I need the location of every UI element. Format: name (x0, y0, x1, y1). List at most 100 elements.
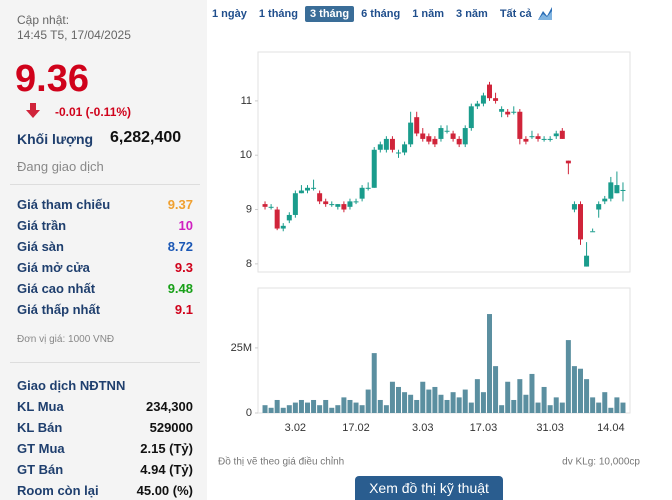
foreign-value: 2.15 (Tỷ) (140, 441, 193, 456)
candle-body (620, 189, 626, 191)
volume-bar (420, 381, 426, 413)
volume-bar (559, 402, 565, 413)
candle-body (565, 160, 571, 164)
period-tab[interactable]: 3 năm (456, 8, 488, 20)
candle-body (596, 204, 602, 210)
down-arrow (26, 103, 40, 118)
candle-body (468, 106, 474, 129)
volume-bar (547, 405, 553, 413)
foreign-title: Giao dịch NĐTNN (17, 378, 126, 393)
foreign-label: GT Mua (17, 441, 65, 456)
candle-body (511, 111, 517, 113)
volume-bar (462, 389, 468, 413)
price-row: Giá cao nhất 9.48 (17, 281, 193, 296)
candle-body (383, 138, 389, 150)
volume-bar (268, 407, 274, 413)
x-tick-label: 14.04 (597, 422, 625, 434)
candle-body (547, 138, 553, 140)
price-panel (257, 51, 631, 273)
candle-body (474, 103, 480, 107)
candle-body (305, 187, 310, 191)
candle-body (517, 111, 523, 139)
volume-bar (396, 386, 401, 413)
volume-bar (444, 399, 450, 413)
foreign-value: 45.00 (%) (136, 483, 193, 498)
volume-bar (402, 392, 408, 413)
volume-bar (571, 366, 577, 413)
volume-bar (517, 379, 523, 413)
volume-bar (335, 405, 341, 413)
volume-label: Khối lượng (17, 131, 94, 147)
x-tick-label: 17.03 (470, 422, 498, 434)
volume-bar (608, 407, 614, 413)
candle-body (377, 144, 383, 150)
candle-body (499, 109, 505, 112)
candle-body (274, 209, 280, 229)
y-tick-label: 9 (246, 203, 252, 215)
foreign-label: KL Mua (17, 399, 64, 414)
volume-bar (499, 405, 505, 413)
period-tab[interactable]: 1 ngày (212, 8, 247, 20)
volume-bar (274, 399, 280, 413)
candle-body (335, 204, 341, 207)
candle-body (317, 193, 323, 202)
candle-body (584, 255, 590, 267)
period-tab[interactable]: Tất cả (499, 8, 532, 20)
volume-bar (377, 399, 383, 413)
volume-bar (590, 397, 596, 413)
candle-body (311, 187, 317, 189)
volume-bar (523, 394, 529, 413)
volume-bar (620, 402, 626, 413)
volume-bar (426, 389, 432, 413)
candle-body (541, 138, 547, 140)
candle-body (444, 130, 450, 132)
volume-bar (414, 399, 420, 413)
candle-body (535, 136, 541, 139)
price-row: Giá thấp nhất 9.1 (17, 302, 193, 317)
candle-body (280, 225, 286, 229)
volume-bar (578, 368, 583, 413)
candle-body (402, 144, 408, 153)
candle-body (590, 231, 596, 233)
period-tab[interactable]: 1 tháng (258, 8, 298, 20)
price-label: Giá sàn (17, 239, 64, 254)
volume-bar (505, 381, 511, 413)
y-tick-label: 10 (240, 149, 252, 161)
period-tabs: 1 ngày 1 tháng 3 tháng 6 tháng 1 năm 3 năm Tất… (207, 6, 537, 22)
chart-icon[interactable] (537, 5, 553, 21)
candle-body (480, 95, 486, 104)
volume-bar (371, 353, 377, 413)
candle-body (426, 136, 432, 142)
foreign-value: 234,300 (146, 399, 193, 414)
candle-body (286, 214, 292, 221)
price-value: 9.1 (174, 302, 193, 317)
candle-body (262, 204, 268, 207)
price-row: Giá trần 10 (17, 218, 193, 233)
volume-bar (317, 405, 323, 413)
period-tab[interactable]: 1 năm (412, 8, 445, 20)
y-tick-label: 0 (246, 407, 252, 419)
foreign-row: GT Bán 4.94 (Tỷ) (17, 462, 193, 477)
foreign-label: KL Bán (17, 420, 63, 435)
candle-body (365, 187, 371, 189)
candle-body (462, 128, 468, 145)
period-tab[interactable]: 3 tháng (304, 6, 355, 22)
technical-chart-button[interactable]: Xem đồ thị kỹ thuật (355, 476, 503, 500)
candle-body (347, 201, 353, 207)
volume-bar (323, 399, 329, 413)
volume-bar (347, 399, 353, 413)
x-tick-label: 3.03 (412, 422, 433, 434)
period-tab[interactable]: 6 tháng (361, 8, 401, 20)
price-label: Giá thấp nhất (17, 302, 101, 317)
candle-body (329, 204, 335, 206)
price-value: 9.48 (167, 281, 193, 296)
candle-body (602, 198, 608, 202)
volume-bar (602, 392, 608, 413)
candle-body (578, 204, 583, 240)
candle-body (420, 133, 426, 139)
volume-bar (365, 389, 371, 413)
volume-bar (493, 366, 499, 413)
candle-body (298, 190, 304, 194)
volume-bar (584, 379, 590, 413)
candle-body (608, 182, 614, 199)
